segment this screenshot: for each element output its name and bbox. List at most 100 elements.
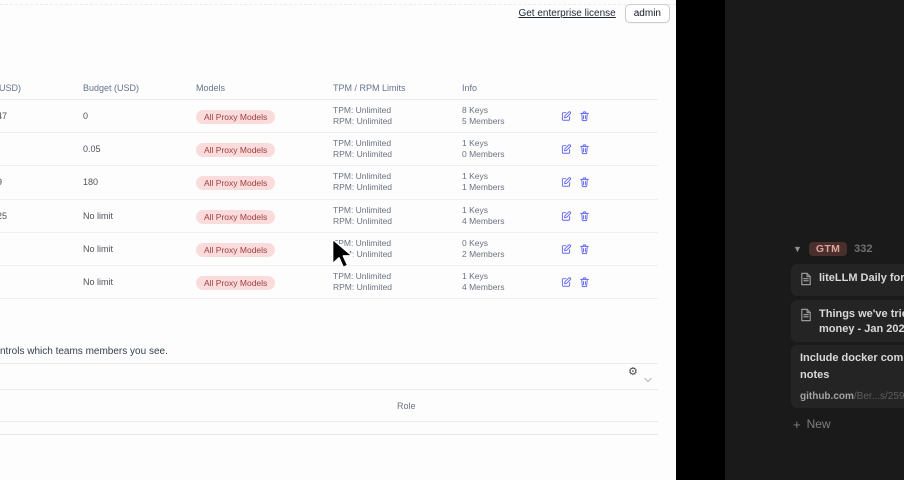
tpm-limit: TPM: Unlimited bbox=[333, 138, 392, 149]
column-header-spend: (USD) bbox=[0, 83, 21, 93]
chevron-down-icon[interactable] bbox=[643, 371, 653, 389]
divider bbox=[0, 434, 658, 435]
delete-team-icon[interactable] bbox=[579, 144, 590, 155]
default-team-note: ntrols which teams members you see. bbox=[0, 346, 168, 357]
link-domain: github.com bbox=[800, 391, 854, 402]
divider bbox=[0, 421, 658, 422]
models-cell: All Proxy Models bbox=[196, 240, 276, 258]
card-title: Things we've tried money - Jan 2023 bbox=[819, 307, 904, 337]
topbar: Get enterprise license admin bbox=[518, 4, 670, 23]
budget-value: No limit bbox=[83, 277, 114, 288]
models-cell: All Proxy Models bbox=[196, 173, 276, 191]
keys-count: 1 Keys bbox=[462, 204, 488, 215]
limits-cell: TPM: Unlimited RPM: Unlimited bbox=[333, 105, 392, 127]
table-row: 0.05 All Proxy Models TPM: Unlimited RPM: U… bbox=[0, 133, 658, 167]
limits-cell: TPM: Unlimited RPM: Unlimited bbox=[333, 238, 392, 260]
row-actions bbox=[561, 210, 590, 221]
window-gap bbox=[676, 0, 725, 480]
info-cell: 1 Keys 1 Members bbox=[462, 171, 505, 193]
top-divider bbox=[0, 4, 676, 5]
info-cell: 1 Keys 4 Members bbox=[462, 205, 505, 227]
keys-count: 1 Keys bbox=[462, 171, 488, 182]
admin-user-button[interactable]: admin bbox=[624, 4, 670, 23]
row-actions bbox=[561, 111, 590, 122]
board-card[interactable]: liteLLM Daily forma bbox=[791, 264, 904, 296]
column-header-budget: Budget (USD) bbox=[83, 83, 140, 93]
models-cell: All Proxy Models bbox=[196, 273, 276, 291]
tpm-limit: TPM: Unlimited bbox=[333, 105, 392, 116]
card-content: Include docker comma notes bbox=[800, 350, 904, 384]
new-card-button[interactable]: + New bbox=[793, 417, 831, 431]
edit-team-icon[interactable] bbox=[561, 243, 572, 254]
gear-icon[interactable]: ⚙ bbox=[628, 366, 638, 378]
role-column-header: Role bbox=[397, 401, 416, 411]
card-content: Things we've tried money - Jan 2023 bbox=[800, 307, 904, 337]
spend-value: 47 bbox=[0, 111, 8, 122]
limits-cell: TPM: Unlimited RPM: Unlimited bbox=[333, 205, 392, 227]
collapse-triangle-icon[interactable]: ▼ bbox=[793, 244, 802, 254]
keys-count: 1 Keys bbox=[462, 138, 488, 149]
models-badge: All Proxy Models bbox=[196, 276, 276, 291]
group-tag-gtm[interactable]: GTM bbox=[808, 242, 848, 256]
models-cell: All Proxy Models bbox=[196, 107, 276, 125]
divider bbox=[0, 363, 658, 364]
card-title-line: notes bbox=[800, 369, 830, 381]
board-group-row: ▼ GTM 332 bbox=[793, 242, 873, 256]
budget-value: No limit bbox=[83, 243, 114, 254]
enterprise-license-link[interactable]: Get enterprise license bbox=[518, 8, 616, 19]
edit-team-icon[interactable] bbox=[561, 210, 572, 221]
models-badge: All Proxy Models bbox=[196, 176, 276, 191]
column-header-models: Models bbox=[196, 83, 226, 93]
info-cell: 1 Keys 4 Members bbox=[462, 271, 505, 293]
models-cell: All Proxy Models bbox=[196, 140, 276, 158]
card-link[interactable]: github.com/Ber...s/2597 bbox=[800, 391, 904, 402]
rpm-limit: RPM: Unlimited bbox=[333, 149, 393, 160]
rpm-limit: RPM: Unlimited bbox=[333, 215, 393, 226]
budget-value: 0 bbox=[83, 111, 89, 122]
tpm-limit: TPM: Unlimited bbox=[333, 171, 392, 182]
edit-team-icon[interactable] bbox=[561, 111, 572, 122]
members-count: 4 Members bbox=[462, 215, 505, 226]
limits-cell: TPM: Unlimited RPM: Unlimited bbox=[333, 171, 392, 193]
row-actions bbox=[561, 144, 590, 155]
card-title-line: Include docker comma bbox=[800, 352, 904, 364]
card-title: Include docker comma notes bbox=[800, 350, 904, 384]
rpm-limit: RPM: Unlimited bbox=[333, 116, 393, 127]
info-cell: 1 Keys 0 Members bbox=[462, 138, 505, 160]
budget-value: 180 bbox=[83, 177, 99, 188]
plus-icon: + bbox=[793, 416, 801, 432]
delete-team-icon[interactable] bbox=[579, 111, 590, 122]
table-row: 25 No limit All Proxy Models TPM: Unlimited… bbox=[0, 200, 658, 233]
tpm-limit: TPM: Unlimited bbox=[333, 237, 392, 248]
edit-team-icon[interactable] bbox=[561, 277, 572, 288]
edit-team-icon[interactable] bbox=[561, 177, 572, 188]
row-actions bbox=[561, 243, 590, 254]
budget-value: 0.05 bbox=[83, 144, 101, 155]
card-title-line: Things we've tried bbox=[819, 308, 904, 320]
board-card[interactable]: Things we've tried money - Jan 2023 bbox=[791, 300, 904, 342]
document-icon bbox=[800, 272, 812, 289]
limits-cell: TPM: Unlimited RPM: Unlimited bbox=[333, 138, 392, 160]
info-cell: 0 Keys 2 Members bbox=[462, 238, 505, 260]
card-title-line: money - Jan 2023 bbox=[819, 323, 904, 335]
models-badge: All Proxy Models bbox=[196, 143, 276, 158]
edit-team-icon[interactable] bbox=[561, 144, 572, 155]
keys-count: 0 Keys bbox=[462, 237, 488, 248]
board-card[interactable]: Include docker comma notes github.com/Ber.… bbox=[791, 345, 904, 408]
rpm-limit: RPM: Unlimited bbox=[333, 182, 393, 193]
delete-team-icon[interactable] bbox=[579, 277, 590, 288]
delete-team-icon[interactable] bbox=[579, 177, 590, 188]
document-icon bbox=[800, 308, 812, 325]
new-card-label: New bbox=[806, 417, 831, 431]
members-count: 5 Members bbox=[462, 116, 505, 127]
members-count: 1 Members bbox=[462, 182, 505, 193]
delete-team-icon[interactable] bbox=[579, 243, 590, 254]
spend-value: 25 bbox=[0, 210, 8, 221]
divider bbox=[0, 389, 658, 390]
delete-team-icon[interactable] bbox=[579, 210, 590, 221]
models-cell: All Proxy Models bbox=[196, 207, 276, 225]
table-row: No limit All Proxy Models TPM: Unlimited RP… bbox=[0, 233, 658, 266]
